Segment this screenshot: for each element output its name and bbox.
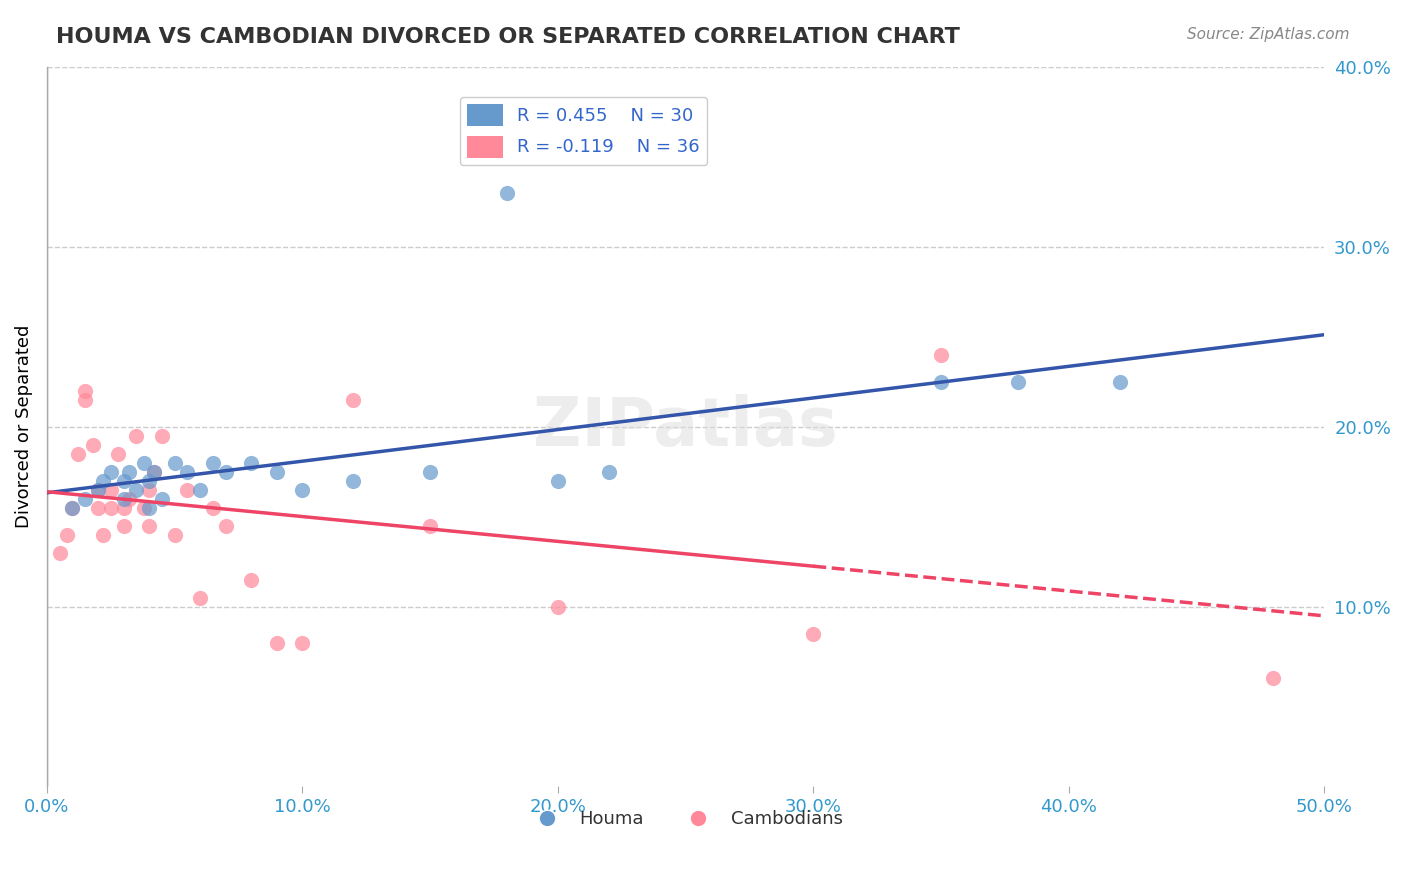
Point xyxy=(201,500,224,515)
Point xyxy=(56,527,79,541)
Point xyxy=(112,500,135,515)
Point xyxy=(91,527,114,541)
Point xyxy=(266,635,288,649)
Point xyxy=(48,545,70,559)
Point xyxy=(215,465,238,479)
Point xyxy=(547,474,569,488)
Point xyxy=(929,375,952,389)
Point xyxy=(138,474,160,488)
Point xyxy=(91,474,114,488)
Legend: Houma, Cambodians: Houma, Cambodians xyxy=(522,803,849,835)
Point xyxy=(215,518,238,533)
Point xyxy=(132,500,155,515)
Point xyxy=(342,392,364,407)
Point xyxy=(929,347,952,361)
Point xyxy=(1263,672,1285,686)
Point xyxy=(419,465,441,479)
Point xyxy=(112,474,135,488)
Point xyxy=(1007,375,1029,389)
Point xyxy=(75,384,97,398)
Point xyxy=(107,446,129,460)
Point xyxy=(125,483,148,497)
Point xyxy=(547,599,569,614)
Point xyxy=(143,465,166,479)
Point xyxy=(188,483,211,497)
Point xyxy=(62,500,84,515)
Y-axis label: Divorced or Separated: Divorced or Separated xyxy=(15,325,32,528)
Point xyxy=(176,465,198,479)
Point xyxy=(291,483,314,497)
Point xyxy=(150,428,173,442)
Point xyxy=(87,500,110,515)
Point xyxy=(240,573,263,587)
Point xyxy=(100,465,122,479)
Point xyxy=(1109,375,1132,389)
Point xyxy=(240,456,263,470)
Point xyxy=(291,635,314,649)
Point xyxy=(66,446,89,460)
Point xyxy=(87,483,110,497)
Point xyxy=(419,518,441,533)
Point xyxy=(163,527,186,541)
Point xyxy=(266,465,288,479)
Point xyxy=(201,456,224,470)
Point xyxy=(150,491,173,506)
Text: ZIPatlas: ZIPatlas xyxy=(533,393,838,459)
Point xyxy=(598,465,620,479)
Point xyxy=(163,456,186,470)
Point xyxy=(125,428,148,442)
Point xyxy=(75,491,97,506)
Point xyxy=(495,186,517,200)
Point xyxy=(342,474,364,488)
Point xyxy=(803,626,825,640)
Point xyxy=(138,483,160,497)
Point xyxy=(82,437,104,451)
Point xyxy=(75,392,97,407)
Text: HOUMA VS CAMBODIAN DIVORCED OR SEPARATED CORRELATION CHART: HOUMA VS CAMBODIAN DIVORCED OR SEPARATED… xyxy=(56,27,960,46)
Point xyxy=(118,491,141,506)
Point xyxy=(188,591,211,605)
Point xyxy=(62,500,84,515)
Point xyxy=(87,483,110,497)
Point xyxy=(112,491,135,506)
Point xyxy=(100,500,122,515)
Point xyxy=(138,518,160,533)
Point xyxy=(176,483,198,497)
Point xyxy=(100,483,122,497)
Text: Source: ZipAtlas.com: Source: ZipAtlas.com xyxy=(1187,27,1350,42)
Point xyxy=(112,518,135,533)
Point xyxy=(143,465,166,479)
Point xyxy=(138,500,160,515)
Point xyxy=(132,456,155,470)
Point xyxy=(118,465,141,479)
